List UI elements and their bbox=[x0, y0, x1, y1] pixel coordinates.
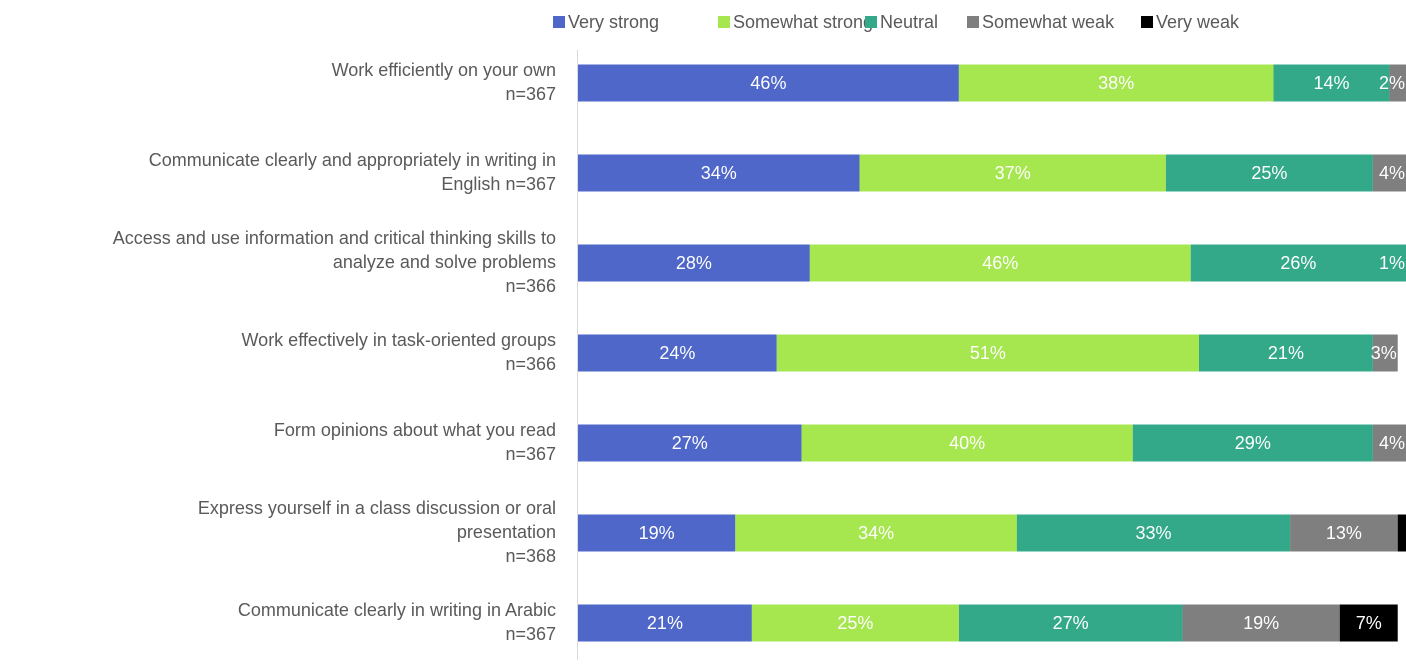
data-label: 27% bbox=[1053, 613, 1089, 633]
data-label: 34% bbox=[701, 163, 737, 183]
bar-segment bbox=[1372, 334, 1398, 372]
bar-segment bbox=[578, 64, 959, 102]
data-label: 26% bbox=[1280, 253, 1316, 273]
bar-segment bbox=[751, 604, 959, 642]
bar-segment bbox=[578, 514, 736, 552]
data-label: 13% bbox=[1326, 523, 1362, 543]
bar-segment bbox=[578, 604, 752, 642]
bar-segment bbox=[578, 244, 810, 282]
data-label: 4% bbox=[1379, 433, 1405, 453]
category-label: English n=367 bbox=[441, 174, 556, 194]
bar-segment bbox=[1165, 154, 1373, 192]
bar-segment bbox=[1339, 604, 1398, 642]
category-label: Communicate clearly in writing in Arabic bbox=[238, 600, 556, 620]
category-label: n=366 bbox=[505, 354, 556, 374]
data-label: 40% bbox=[949, 433, 985, 453]
category-label: Work effectively in task-oriented groups bbox=[242, 330, 556, 350]
bar-segment bbox=[809, 244, 1191, 282]
legend-swatch bbox=[553, 16, 565, 28]
legend-swatch bbox=[1141, 16, 1153, 28]
data-label: 28% bbox=[676, 253, 712, 273]
legend-label: Neutral bbox=[880, 12, 938, 32]
legend-swatch bbox=[865, 16, 877, 28]
category-label: analyze and solve problems bbox=[333, 252, 556, 272]
bar-segment bbox=[1372, 154, 1406, 192]
data-label: 46% bbox=[750, 73, 786, 93]
category-label: Express yourself in a class discussion o… bbox=[198, 498, 556, 518]
data-label: 24% bbox=[659, 343, 695, 363]
bar-segment bbox=[1389, 64, 1406, 102]
data-label: 33% bbox=[1135, 523, 1171, 543]
data-label: 38% bbox=[1098, 73, 1134, 93]
bar-segment bbox=[776, 334, 1199, 372]
data-label: 21% bbox=[647, 613, 683, 633]
bar-segment bbox=[1016, 514, 1291, 552]
bar-segment bbox=[1290, 514, 1398, 552]
bar-segment bbox=[578, 424, 802, 462]
data-label: 3% bbox=[1371, 343, 1397, 363]
bar-segment bbox=[1190, 244, 1406, 282]
data-label: 21% bbox=[1268, 343, 1304, 363]
data-label: 4% bbox=[1379, 163, 1405, 183]
legend-label: Somewhat weak bbox=[982, 12, 1115, 32]
bar-segment bbox=[801, 424, 1133, 462]
bar-segment bbox=[958, 604, 1183, 642]
data-label: 14% bbox=[1313, 73, 1349, 93]
data-label: 46% bbox=[982, 253, 1018, 273]
bar-segment bbox=[735, 514, 1017, 552]
legend-label: Somewhat strong bbox=[733, 12, 873, 32]
bar-segment bbox=[859, 154, 1166, 192]
bar-segment bbox=[1273, 64, 1390, 102]
category-label: Work efficiently on your own bbox=[332, 60, 556, 80]
category-label: n=367 bbox=[505, 624, 556, 644]
category-label: n=367 bbox=[505, 84, 556, 104]
data-label: 19% bbox=[639, 523, 675, 543]
bar-segment bbox=[1372, 424, 1406, 462]
data-label: 19% bbox=[1243, 613, 1279, 633]
category-label: presentation bbox=[457, 522, 556, 542]
bar-segment bbox=[958, 64, 1274, 102]
legend-swatch bbox=[718, 16, 730, 28]
data-label: 34% bbox=[858, 523, 894, 543]
category-label: Access and use information and critical … bbox=[113, 228, 556, 248]
category-label: n=366 bbox=[505, 276, 556, 296]
bar-segment bbox=[1132, 424, 1373, 462]
plot-area bbox=[578, 64, 1406, 642]
data-label: 7% bbox=[1356, 613, 1382, 633]
data-label: 2% bbox=[1379, 73, 1405, 93]
bar-segment bbox=[578, 334, 777, 372]
data-label: 37% bbox=[995, 163, 1031, 183]
category-label: n=367 bbox=[505, 444, 556, 464]
bar-segment bbox=[1397, 514, 1406, 552]
data-label: 27% bbox=[672, 433, 708, 453]
category-label: Form opinions about what you read bbox=[274, 420, 556, 440]
category-label: n=368 bbox=[505, 546, 556, 566]
bar-segment bbox=[1182, 604, 1340, 642]
data-label: 51% bbox=[970, 343, 1006, 363]
legend-swatch bbox=[967, 16, 979, 28]
bar-segment bbox=[578, 154, 860, 192]
data-label: 1% bbox=[1379, 253, 1405, 273]
bar-segment bbox=[1199, 334, 1373, 372]
data-label: 25% bbox=[1251, 163, 1287, 183]
category-label: Communicate clearly and appropriately in… bbox=[149, 150, 556, 170]
data-label: 25% bbox=[837, 613, 873, 633]
legend-label: Very strong bbox=[568, 12, 659, 32]
legend-label: Very weak bbox=[1156, 12, 1240, 32]
data-label: 29% bbox=[1235, 433, 1271, 453]
